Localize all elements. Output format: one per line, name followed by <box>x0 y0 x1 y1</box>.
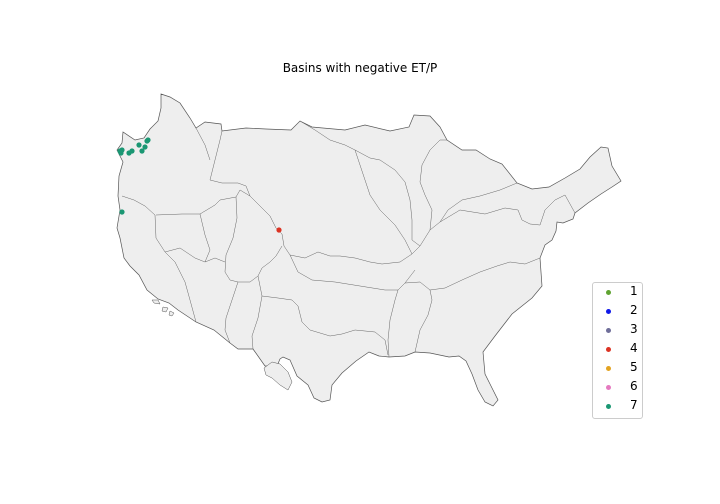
legend-item-6: 6 <box>593 378 642 397</box>
legend: 1 2 3 4 5 6 7 <box>592 282 643 419</box>
point-group-7 <box>136 142 142 148</box>
legend-label: 2 <box>630 303 638 317</box>
point-group-7 <box>119 209 125 215</box>
legend-marker <box>606 309 611 314</box>
legend-label: 6 <box>630 379 638 393</box>
map-title: Basins with negative ET/P <box>282 61 438 75</box>
legend-item-1: 1 <box>593 283 642 302</box>
legend-marker <box>606 404 611 409</box>
islands <box>151 299 293 391</box>
point-group-7 <box>139 148 145 154</box>
legend-marker <box>606 328 611 333</box>
legend-marker <box>606 290 611 295</box>
legend-marker <box>606 347 611 352</box>
point-group-7 <box>117 148 123 154</box>
legend-item-4: 4 <box>593 340 642 359</box>
legend-item-7: 7 <box>593 397 642 416</box>
point-group-7 <box>144 138 150 144</box>
legend-label: 7 <box>630 398 638 412</box>
point-group-7 <box>126 150 132 156</box>
basin-points <box>117 137 282 233</box>
legend-item-2: 2 <box>593 302 642 321</box>
point-group-4 <box>276 227 282 233</box>
legend-item-5: 5 <box>593 359 642 378</box>
legend-marker <box>606 366 611 371</box>
us-outline <box>116 93 622 407</box>
legend-marker <box>606 385 611 390</box>
legend-label: 3 <box>630 322 638 336</box>
point-group-7 <box>142 144 148 150</box>
legend-label: 5 <box>630 360 638 374</box>
basin-boundaries <box>121 120 576 358</box>
legend-label: 1 <box>630 284 638 298</box>
legend-item-3: 3 <box>593 321 642 340</box>
legend-label: 4 <box>630 341 638 355</box>
